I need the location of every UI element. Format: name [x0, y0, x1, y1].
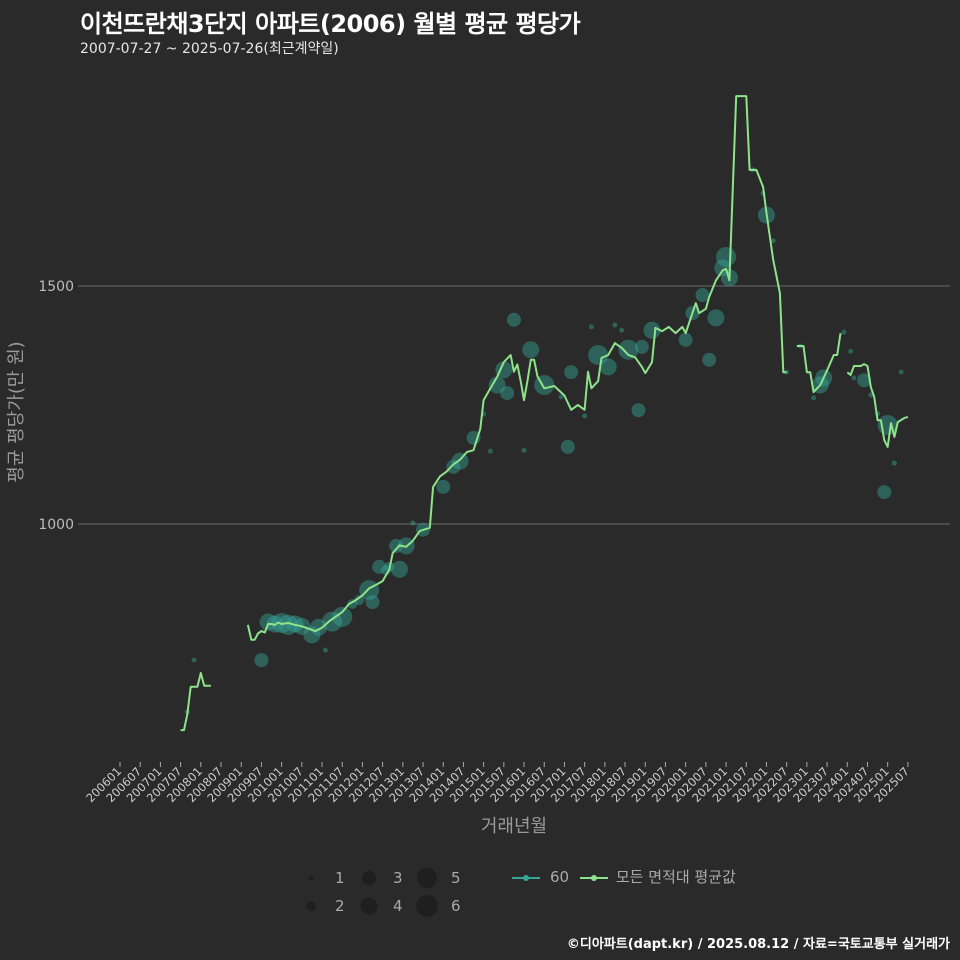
bubble-point: [446, 459, 461, 474]
bubble-point: [877, 485, 892, 500]
bubble-point: [487, 448, 493, 454]
bubble-point: [191, 657, 197, 663]
bubble-point: [365, 595, 380, 610]
size-legend-label: 5: [451, 869, 461, 887]
size-legend-label: 3: [393, 869, 403, 887]
bubble-point: [558, 394, 564, 400]
bubble-point: [564, 365, 579, 380]
bubble-point: [506, 312, 521, 327]
bubble-point: [560, 439, 575, 454]
legend-all-icon: [579, 874, 608, 881]
size-legend-key: [308, 875, 314, 881]
bubble-point: [643, 321, 661, 339]
source-caption: ©디아파트(dapt.kr) / 2025.08.12 / 자료=국토교통부 실…: [566, 937, 950, 952]
bubble-point: [857, 373, 872, 388]
bubble-point: [500, 386, 515, 401]
legend-60-label: 60: [550, 868, 570, 886]
bubble-point: [811, 395, 817, 401]
y-tick-label: 1500: [38, 279, 74, 295]
size-legend-label: 2: [335, 897, 345, 915]
bubble-point: [588, 345, 609, 366]
bubble-point: [390, 560, 408, 578]
bubble-point: [582, 413, 588, 419]
y-axis-label: 평균 평당가(만 원): [6, 341, 27, 482]
bubble-point: [702, 352, 717, 367]
bubble-point: [848, 348, 854, 354]
bubble-point: [841, 329, 847, 335]
bubble-point: [332, 606, 353, 627]
bubble-point: [389, 538, 404, 553]
series-legend: 60 모든 면적대 평균값: [510, 866, 736, 889]
bubble-point: [534, 375, 555, 396]
bubble-point: [891, 460, 897, 466]
bubble-point: [851, 375, 857, 381]
bubble-point: [254, 653, 269, 668]
size-legend-key: [416, 895, 438, 917]
bubble-point: [495, 361, 513, 379]
bubble-point: [599, 358, 617, 376]
average-line: [180, 672, 211, 732]
bubble-point: [716, 246, 737, 267]
bubble-point: [522, 341, 540, 359]
bubble-point: [634, 339, 649, 354]
bubble-point: [678, 332, 693, 347]
bubble-point: [631, 403, 646, 418]
legend-60-icon: [512, 874, 540, 881]
bubble-point: [451, 452, 469, 470]
size-legend-key: [306, 901, 316, 911]
bubble-point: [707, 309, 725, 327]
bubble-point: [695, 288, 710, 303]
bubble-point: [521, 447, 527, 453]
chart-title: 이천뜨란채3단지 아파트(2006) 월별 평균 평당가: [80, 10, 581, 38]
bubble-point: [436, 479, 451, 494]
bubble-point: [898, 369, 904, 375]
bubble-point: [770, 238, 776, 244]
bubble-point: [322, 647, 328, 653]
bubble-point: [588, 324, 594, 330]
x-axis-label: 거래년월: [481, 816, 547, 837]
size-legend-key: [417, 868, 437, 888]
bubble-point: [278, 614, 299, 635]
y-tick-label: 1000: [38, 517, 74, 533]
size-legend-key: [362, 871, 376, 885]
chart-subtitle: 2007-07-27 ~ 2025-07-26(최근계약일): [80, 41, 339, 57]
bubble-point: [618, 339, 639, 360]
bubble-point: [488, 376, 506, 394]
size-legend: 1 2 3 4 5 6: [300, 864, 470, 924]
bubble-point: [612, 322, 618, 328]
size-legend-label: 6: [451, 897, 461, 915]
bubble-point: [372, 559, 387, 574]
average-line: [796, 332, 842, 394]
bubble-point: [619, 327, 625, 333]
size-legend-label: 1: [335, 869, 345, 887]
average-line: [246, 95, 787, 641]
legend-all-label: 모든 면적대 평균값: [615, 868, 736, 886]
size-legend-label: 4: [393, 897, 403, 915]
size-legend-key: [360, 897, 378, 915]
bubble-point: [410, 520, 416, 526]
average-line: [846, 363, 909, 448]
bubble-point: [354, 595, 365, 606]
bubble-point: [259, 613, 277, 631]
